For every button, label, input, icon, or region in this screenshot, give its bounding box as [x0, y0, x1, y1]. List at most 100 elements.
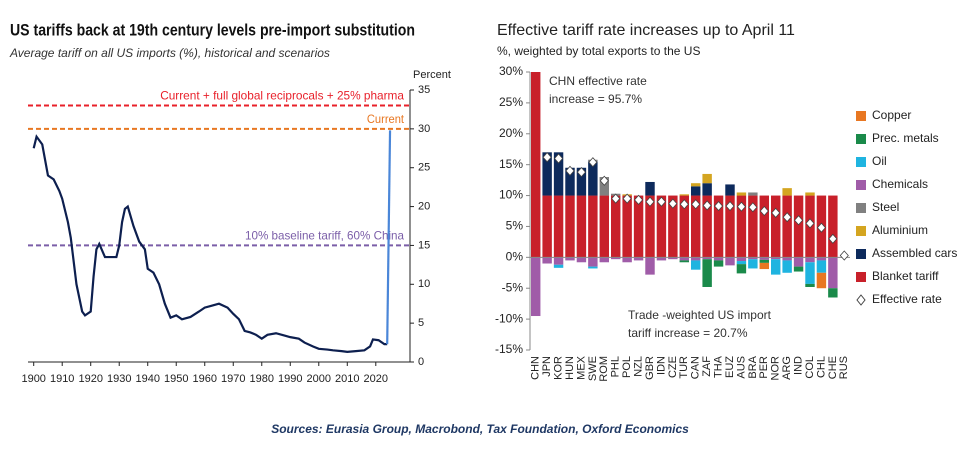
- bar-segment: [759, 195, 769, 258]
- bar-segment: [576, 257, 587, 263]
- bar-segment: [645, 195, 655, 258]
- y-tick-label: 30%: [499, 64, 523, 78]
- legend-swatch: [856, 134, 866, 144]
- bar-segment: [588, 161, 598, 196]
- x-tick-label: 2010: [335, 373, 359, 385]
- x-tick-label: 1920: [78, 373, 102, 385]
- bar-segment: [782, 195, 792, 258]
- bar-segment: [588, 195, 598, 258]
- x-tick-label: KOR: [552, 356, 564, 380]
- bar-segment: [611, 257, 621, 260]
- x-tick-label: POL: [621, 356, 633, 378]
- bar-segment: [679, 194, 689, 196]
- x-tick-label: ARG: [781, 356, 793, 380]
- bar-segment: [679, 257, 689, 261]
- legend-label: Steel: [872, 200, 899, 214]
- line-series: [32, 134, 388, 354]
- bar-segment: [565, 257, 575, 261]
- bar-segment: [816, 260, 827, 273]
- bar-segment: [828, 195, 838, 258]
- bar-segment: [713, 257, 724, 261]
- bar-segment: [713, 260, 724, 267]
- effective-rate-marker: [759, 205, 769, 217]
- x-tick-label: NZL: [632, 356, 644, 377]
- subtitle: %, weighted by total exports to the US: [497, 44, 700, 58]
- x-tick-label: 1990: [278, 373, 302, 385]
- bar-segment: [702, 195, 712, 258]
- bar-segment: [691, 257, 701, 261]
- x-tick-label: 1960: [193, 373, 217, 385]
- x-tick-label: RUS: [838, 356, 850, 379]
- legend-label: Blanket tariff: [872, 269, 939, 283]
- x-tick-label: BRA: [747, 355, 759, 378]
- x-tick-label: MEX: [575, 355, 587, 380]
- x-tick-label: TUR: [678, 356, 690, 379]
- bar-segment: [531, 257, 541, 317]
- bar-segment: [725, 184, 735, 196]
- plot: [531, 72, 838, 317]
- y-tick-label: 25: [418, 162, 430, 174]
- legend-swatch: [856, 249, 866, 259]
- annotation: increase = 95.7%: [549, 92, 642, 106]
- y-tick-label: 15: [418, 239, 430, 251]
- effective-rate-marker: [794, 215, 804, 226]
- x-tick-label: THA: [712, 355, 724, 378]
- y-tick-label: 5: [418, 317, 424, 329]
- y-axis-label: Percent: [413, 69, 451, 81]
- x-tick-label: HUN: [564, 356, 576, 380]
- y-tick-label: 25%: [499, 95, 523, 109]
- bar-segment: [725, 195, 735, 258]
- bar-segment: [622, 195, 632, 258]
- y-tick-label: 0%: [506, 250, 524, 264]
- legend-label: Oil: [872, 154, 887, 168]
- legend-swatch: [856, 111, 866, 121]
- bar-segment: [656, 195, 667, 258]
- bar-segment: [702, 183, 712, 196]
- bar-segment: [542, 195, 552, 258]
- effective-rate-marker: [782, 212, 792, 223]
- footer: Sources: Eurasia Group, Macrobond, Tax F…: [271, 422, 689, 436]
- reference-label: Current: [367, 112, 405, 126]
- x-tick-label: IDN: [655, 356, 667, 375]
- bar-segment: [542, 152, 552, 196]
- bar-segment: [725, 257, 735, 266]
- bar-segment: [691, 195, 701, 258]
- x-tick-label: CHN: [530, 356, 542, 380]
- legend-marker: [856, 294, 866, 306]
- bar-segment: [668, 195, 678, 258]
- annotation: CHN effective rate: [549, 74, 647, 88]
- bar-segment: [691, 183, 701, 187]
- annotation: tariff increase = 20.7%: [628, 326, 748, 340]
- bar-segment: [691, 186, 701, 196]
- effective-rate-marker: [714, 200, 724, 212]
- legend-swatch: [856, 157, 866, 167]
- legend-label: Effective rate: [872, 292, 942, 306]
- effective-rate-marker: [588, 157, 598, 168]
- y-tick-label: 10%: [499, 188, 523, 202]
- annotation: Trade -weighted US import: [628, 308, 772, 322]
- reference-label: Current + full global reciprocals + 25% …: [160, 89, 404, 103]
- y-tick-label: 10: [418, 278, 430, 290]
- bar-segment: [816, 257, 827, 261]
- x-tick-label: 2000: [307, 373, 331, 385]
- bar-segment: [736, 264, 747, 274]
- bar-segment: [565, 167, 575, 196]
- line-series: [386, 130, 392, 345]
- bar-segment: [805, 262, 815, 284]
- title: US tariffs back at 19th century levels p…: [10, 20, 415, 39]
- bar-segment: [553, 152, 564, 196]
- bar-segment: [748, 192, 758, 196]
- bar-segment: [542, 257, 552, 264]
- x-tick-label: PHL: [610, 356, 622, 377]
- y-tick-label: 0: [418, 356, 424, 368]
- bar-segment: [771, 195, 781, 258]
- bar-segment: [759, 257, 769, 260]
- x-tick-label: AUS: [735, 356, 747, 379]
- legend-label: Chemicals: [872, 177, 928, 191]
- effective-rate-marker: [828, 233, 838, 244]
- bar-segment: [736, 195, 747, 258]
- bar-segment: [782, 260, 792, 273]
- x-tick-label: 1900: [21, 373, 45, 385]
- effective-rate-marker: [805, 218, 815, 229]
- bar-segment: [759, 262, 769, 270]
